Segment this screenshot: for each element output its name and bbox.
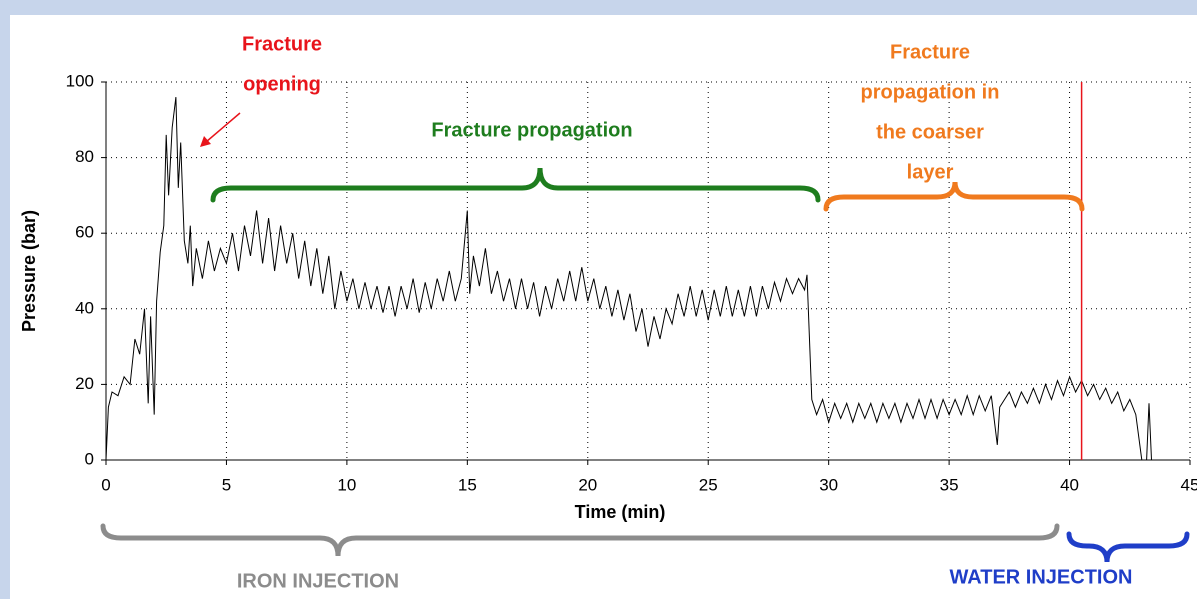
x-tick-label: 15 <box>458 475 477 494</box>
x-axis-label: Time (min) <box>575 502 666 522</box>
arrowhead <box>200 136 211 147</box>
y-tick-label: 100 <box>66 71 94 90</box>
y-axis-label: Pressure (bar) <box>19 210 39 332</box>
annotation: WATER INJECTION <box>950 566 1133 588</box>
annotation: propagation in <box>861 81 1000 103</box>
annotation: opening <box>243 73 321 95</box>
y-tick-label: 80 <box>75 147 94 166</box>
gray-brace <box>100 523 1060 557</box>
x-tick-label: 0 <box>101 475 110 494</box>
blue-brace <box>1066 531 1190 563</box>
annotation: layer <box>907 161 954 183</box>
x-tick-label: 5 <box>222 475 231 494</box>
arrow <box>205 112 241 143</box>
x-tick-label: 30 <box>819 475 838 494</box>
annotation: Fracture propagation <box>431 119 632 141</box>
x-tick-label: 20 <box>578 475 597 494</box>
x-tick-label: 10 <box>337 475 356 494</box>
green-brace <box>210 167 821 203</box>
y-tick-label: 20 <box>75 374 94 393</box>
y-tick-label: 40 <box>75 298 94 317</box>
orange-brace <box>823 181 1085 212</box>
y-tick-label: 0 <box>85 449 94 468</box>
pressure-line <box>105 97 1152 461</box>
x-tick-label: 35 <box>940 475 959 494</box>
annotation: Fracture <box>890 41 970 63</box>
x-tick-label: 45 <box>1181 475 1197 494</box>
x-tick-label: 40 <box>1060 475 1079 494</box>
y-tick-label: 60 <box>75 223 94 242</box>
panel <box>10 15 1197 599</box>
annotation: Fracture <box>242 33 322 55</box>
annotation: IRON INJECTION <box>237 570 399 592</box>
annotation: the coarser <box>876 121 984 143</box>
x-tick-label: 25 <box>699 475 718 494</box>
